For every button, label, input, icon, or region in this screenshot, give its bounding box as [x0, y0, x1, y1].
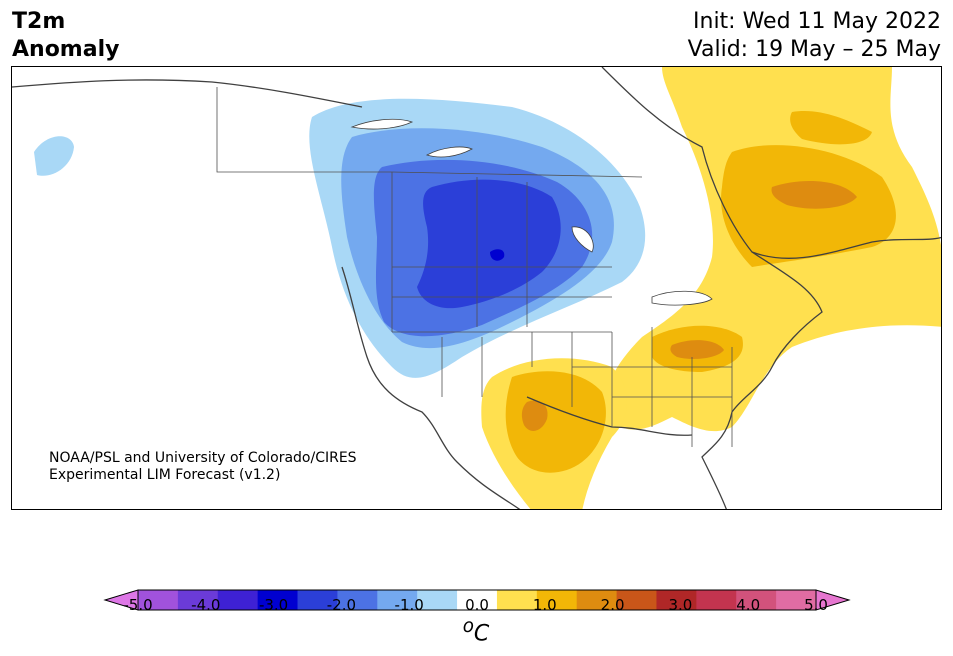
colorbar-tick-label: -2.0: [326, 596, 357, 614]
colorbar: [103, 589, 851, 611]
colorbar-segment: [377, 590, 418, 610]
cold-anomaly-deep: [417, 179, 561, 309]
warm-anomaly-ne-top: [790, 111, 872, 145]
colorbar-segment: [297, 590, 338, 610]
colorbar-tick-label: 0.0: [465, 596, 489, 614]
colorbar-segment: [337, 590, 378, 610]
colorbar-tick-label: 4.0: [736, 596, 761, 614]
credit-text: NOAA/PSL and University of Colorado/CIRE…: [49, 450, 357, 484]
colorbar-tick-label: -5.0: [123, 596, 153, 614]
title-line-1: T2m: [12, 9, 66, 34]
colorbar-segment: [496, 590, 538, 610]
unit-letter: C: [473, 621, 490, 647]
colorbar-segment: [417, 590, 458, 610]
cold-anomaly-core: [490, 249, 505, 261]
colorbar-segment: [736, 590, 777, 610]
warm-anomaly-south-core: [521, 400, 548, 431]
state-borders: [216, 87, 733, 447]
colorbar-tick-label: 3.0: [668, 596, 693, 614]
credit-line-1: NOAA/PSL and University of Colorado/CIRE…: [49, 450, 357, 466]
anomaly-map: [11, 66, 942, 510]
init-date: Init: Wed 11 May 2022: [693, 9, 941, 34]
colorbar-segment: [696, 590, 737, 610]
map-canvas: [12, 67, 941, 509]
credit-line-2: Experimental LIM Forecast (v1.2): [49, 467, 281, 483]
valid-date: Valid: 19 May – 25 May: [687, 37, 941, 62]
colorbar-segment: [138, 590, 179, 610]
colorbar-segment: [616, 590, 657, 610]
colorbar-segment: [656, 590, 697, 610]
colorbar-tick-label: 5.0: [804, 596, 828, 614]
colorbar-segment: [776, 590, 817, 610]
unit-degree: o: [462, 616, 474, 637]
warm-anomaly-south-mid: [505, 371, 606, 473]
warm-anomaly-ohio-core: [670, 340, 724, 359]
cold-anomaly-light-nw: [34, 136, 74, 176]
colorbar-segment: [217, 590, 259, 610]
colorbar-segment: [576, 590, 618, 610]
warm-anomaly-ne-core: [771, 181, 857, 209]
colorbar-segment: [457, 590, 498, 610]
colorbar-segments: [138, 590, 817, 610]
colorbar-unit: oC: [463, 616, 490, 646]
colorbar-tick-label: -3.0: [258, 596, 289, 614]
map-title: T2m Anomaly: [12, 8, 119, 64]
colorbar-tick-label: -1.0: [394, 596, 424, 614]
colorbar-outline: [137, 589, 817, 611]
colorbar-tick-label: 1.0: [532, 596, 557, 614]
title-line-2: Anomaly: [12, 37, 120, 62]
colorbar-segment: [536, 590, 578, 610]
coastlines: [12, 67, 941, 509]
colorbar-tick-label: 2.0: [600, 596, 625, 614]
colorbar-segment: [257, 590, 299, 610]
lakes: [350, 118, 713, 306]
date-info: Init: Wed 11 May 2022 Valid: 19 May – 25…: [688, 8, 941, 64]
colorbar-segment: [177, 590, 219, 610]
colorbar-tick-label: -4.0: [191, 596, 221, 614]
